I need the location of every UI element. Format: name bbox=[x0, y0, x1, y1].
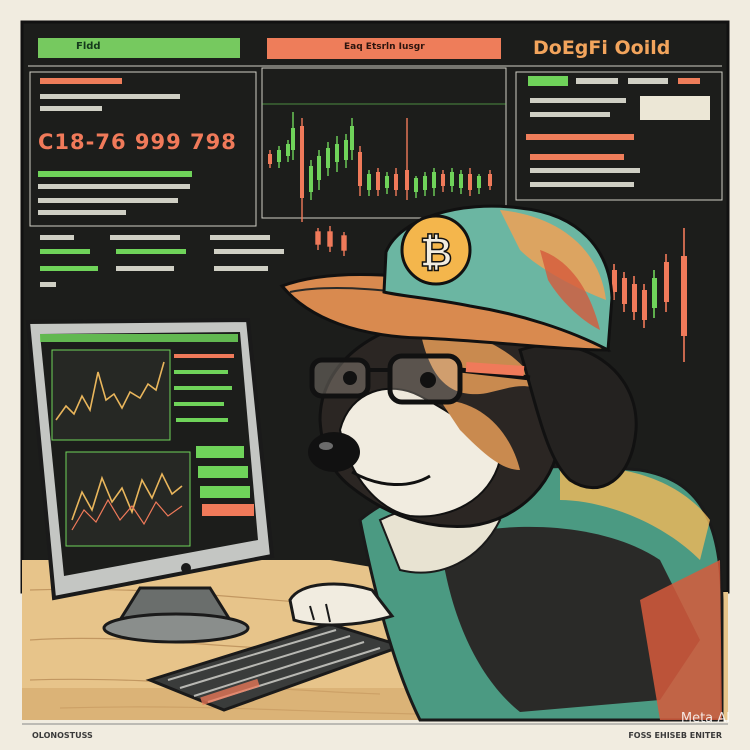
top-green-bar bbox=[38, 38, 240, 58]
top-bar-left-label: Fldd bbox=[76, 41, 101, 52]
svg-text:₿: ₿ bbox=[420, 230, 453, 276]
cap: ₿ bbox=[279, 204, 614, 353]
top-orange-bar bbox=[267, 38, 501, 59]
footer-right-text: FOSS EHISEB ENITER bbox=[628, 731, 722, 740]
center-candlestick-chart bbox=[261, 67, 507, 256]
computer-monitor bbox=[25, 317, 275, 644]
glasses bbox=[309, 353, 531, 405]
top-bar-mid-label: Eaq Etsrln Iusgr bbox=[344, 42, 425, 52]
bitcoin-logo-icon: ₿ bbox=[400, 214, 472, 286]
price-display: C18-76 999 798 bbox=[38, 130, 237, 154]
footer-left-text: OLONOSTUSS bbox=[32, 731, 93, 740]
right-candlestick-chart bbox=[612, 228, 687, 362]
watermark: Meta AI bbox=[680, 711, 730, 726]
left-stats-panel bbox=[29, 71, 284, 287]
brand-title: DoEgFi Ooild bbox=[533, 37, 671, 59]
right-stats-panel bbox=[515, 71, 723, 201]
